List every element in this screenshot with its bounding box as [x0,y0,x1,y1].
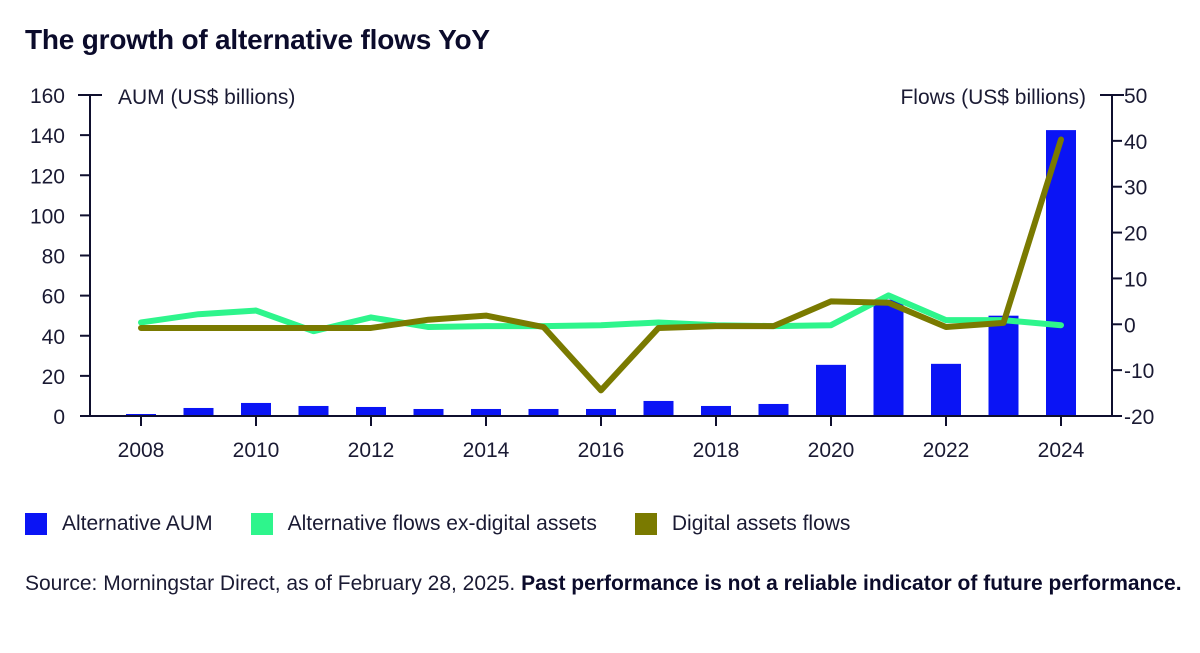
left-tick-label-0: 0 [53,406,65,429]
x-tick-label-2014: 2014 [463,439,510,462]
right-tick-label--20: -20 [1124,406,1154,429]
axes-group: 0 20 40 60 80 100 120 140 160 -20 -10 0 10 20 30 40 50 20… [30,85,1154,462]
left-tick-label-80: 80 [42,246,65,269]
bar-aum-2022 [931,363,961,416]
legend-swatch-digital [634,513,657,535]
x-tick-label-2024: 2024 [1038,439,1085,462]
right-tick-label-50: 50 [1124,85,1147,108]
x-tick-label-2016: 2016 [578,439,625,462]
chart-title: The growth of alternative flows YoY [25,24,490,55]
right-axis-title: Flows (US$ billions) [900,86,1086,109]
bar-aum-2011 [298,405,329,416]
x-tick-label-2012: 2012 [348,439,395,462]
legend-swatch-aum [25,513,47,535]
legend-label-aum: Alternative AUM [62,512,213,535]
left-tick-label-140: 140 [30,125,65,148]
bar-aum-2017 [643,400,674,416]
right-tick-label-10: 10 [1124,268,1147,291]
line-digital-flows [138,136,1064,394]
legend-item-ex-digital: Alternative flows ex-digital assets [250,512,597,536]
bar-aum-2018 [701,405,731,416]
legend-label-ex-digital: Alternative flows ex-digital assets [287,512,597,535]
left-tick-label-60: 60 [42,286,65,309]
bar-aum-2013 [413,408,444,416]
line-ex-digital-flows [138,292,1064,335]
x-tick-label-2020: 2020 [808,439,855,462]
right-tick-label-30: 30 [1124,177,1147,200]
legend: Alternative AUM Alternative flows ex-dig… [25,512,888,536]
legend-label-digital: Digital assets flows [671,512,851,535]
source-text: Source: Morningstar Direct, as of Februa… [25,572,522,595]
bar-aum-2015 [528,408,559,416]
bar-aum-2021 [873,299,904,416]
bar-aum-2009 [183,407,214,416]
left-tick-label-40: 40 [42,326,65,349]
bars-group [126,130,1076,416]
x-tick-label-2010: 2010 [233,439,280,462]
bar-aum-2023 [988,315,1019,416]
bar-aum-2016 [586,408,616,416]
legend-swatch-ex-digital [250,513,273,535]
right-tick-label-0: 0 [1124,314,1136,337]
left-tick-label-160: 160 [30,85,65,108]
bar-aum-2010 [241,402,271,416]
lines-group [138,136,1064,394]
right-tick-label--10: -10 [1124,360,1154,383]
bar-aum-2020 [816,364,846,416]
x-tick-label-2008: 2008 [118,439,165,462]
left-axis-title: AUM (US$ billions) [118,86,295,109]
x-tick-label-2018: 2018 [693,439,740,462]
right-tick-label-40: 40 [1124,131,1147,154]
chart-plot: 0 20 40 60 80 100 120 140 160 -20 -10 0 10 20 30 40 50 20… [30,85,1154,462]
legend-item-digital: Digital assets flows [634,512,851,536]
disclaimer-text: Past performance is not a reliable indic… [521,572,1182,595]
bar-aum-2012 [356,406,386,416]
legend-item-aum: Alternative AUM [25,512,213,536]
bar-aum-2008 [126,413,156,416]
right-tick-label-20: 20 [1124,223,1147,246]
bar-aum-2019 [758,403,789,416]
x-tick-label-2022: 2022 [923,439,970,462]
source-note: Source: Morningstar Direct, as of Februa… [25,568,1185,599]
bar-aum-2014 [471,408,501,416]
left-tick-label-100: 100 [30,205,65,228]
left-tick-label-20: 20 [42,366,65,389]
left-tick-label-120: 120 [30,165,65,188]
